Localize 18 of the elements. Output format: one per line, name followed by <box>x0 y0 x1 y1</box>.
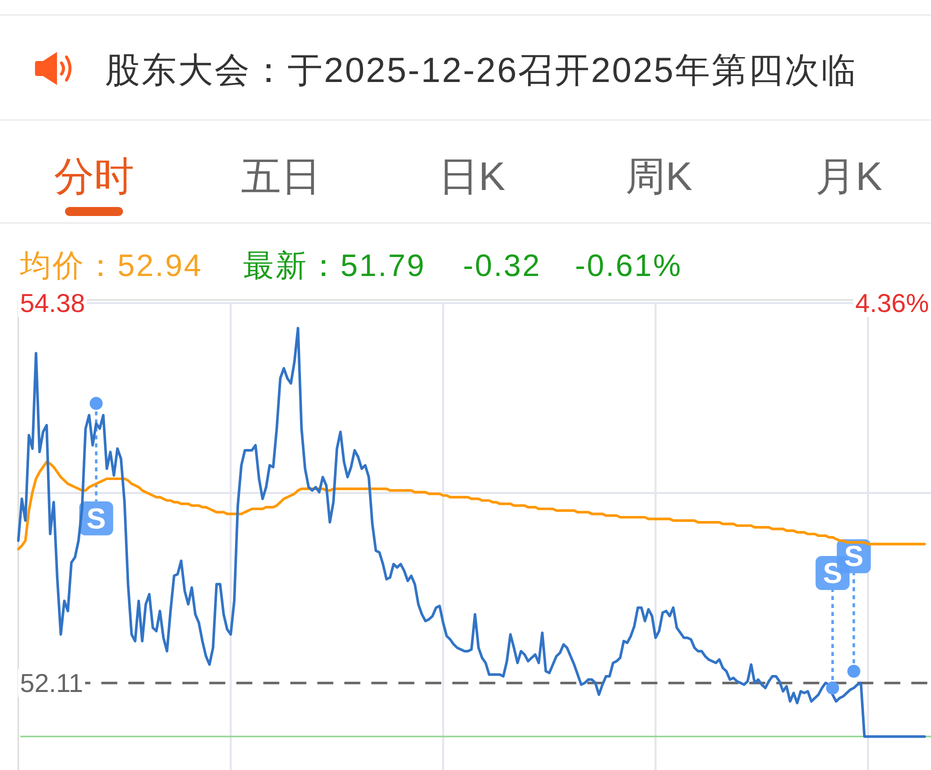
text: 最新：51.79 <box>243 248 426 283</box>
text: 五日 <box>241 155 321 199</box>
y-tick-label: 52.11 <box>20 668 84 698</box>
text: 分时 <box>54 155 134 199</box>
text: -0.61% <box>575 248 682 283</box>
text: -0.32 <box>463 248 542 283</box>
text: 周K <box>626 155 693 199</box>
y-tick-label: 54.38 <box>20 288 86 318</box>
line-series <box>17 326 926 738</box>
annotation: 4.36% <box>855 288 929 318</box>
point <box>90 396 103 410</box>
point <box>826 681 840 694</box>
marker-badge: S <box>79 501 114 536</box>
point <box>847 664 860 678</box>
text: 均价：52.94 <box>19 248 203 283</box>
chart-title: 股东大会：于2025-12-26召开2025年第四次临 <box>105 51 858 90</box>
text: 月K <box>816 155 883 199</box>
text: 日K <box>438 155 506 199</box>
